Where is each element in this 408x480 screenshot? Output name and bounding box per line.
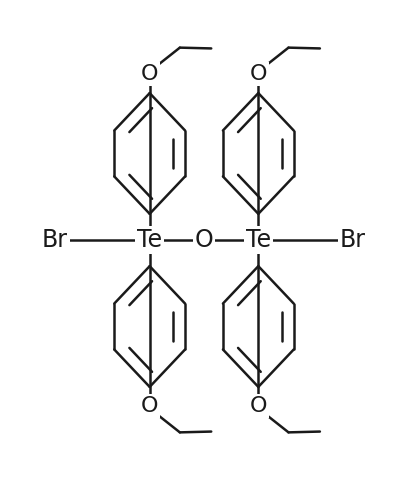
Text: O: O bbox=[141, 396, 158, 416]
Text: Te: Te bbox=[246, 228, 271, 252]
Text: Br: Br bbox=[340, 228, 366, 252]
Text: O: O bbox=[250, 396, 267, 416]
Text: O: O bbox=[141, 64, 158, 84]
Text: O: O bbox=[195, 228, 213, 252]
Text: Te: Te bbox=[137, 228, 162, 252]
Text: Br: Br bbox=[42, 228, 68, 252]
Text: O: O bbox=[250, 64, 267, 84]
